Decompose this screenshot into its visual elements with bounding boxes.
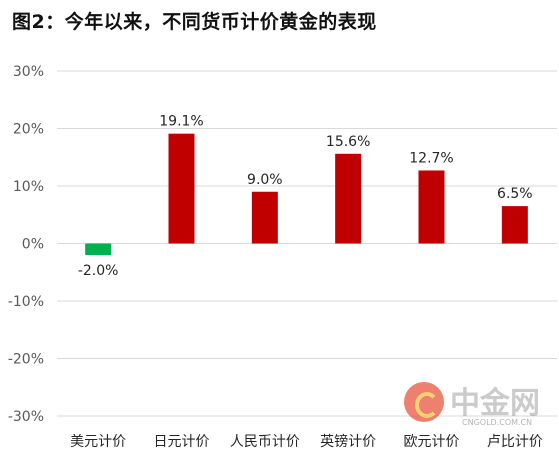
data-label: 12.7%: [409, 150, 453, 166]
x-tick-label: 欧元计价: [404, 434, 460, 450]
data-label: 15.6%: [326, 134, 370, 150]
bar: [418, 170, 445, 244]
y-tick-label: 30%: [13, 64, 44, 80]
y-tick-label: 10%: [13, 179, 44, 195]
chart-title: 图2：今年以来，不同货币计价黄金的表现: [12, 11, 377, 33]
bar: [85, 243, 112, 255]
data-label: 9.0%: [247, 172, 283, 188]
y-tick-label: -30%: [8, 409, 44, 425]
y-tick-label: 0%: [22, 237, 44, 253]
bar: [251, 191, 278, 244]
x-tick-label: 卢比计价: [487, 434, 543, 450]
x-tick-label: 英镑计价: [320, 433, 376, 450]
x-tick-label: 人民币计价: [230, 434, 300, 450]
x-tick-label: 日元计价: [154, 434, 210, 450]
data-label: 19.1%: [159, 114, 203, 130]
bar: [501, 206, 528, 244]
y-tick-label: -20%: [8, 352, 44, 368]
y-tick-label: -10%: [8, 294, 44, 310]
y-tick-label: 20%: [13, 122, 44, 138]
bar: [168, 133, 195, 244]
x-tick-label: 美元计价: [70, 434, 126, 450]
bar: [335, 153, 362, 244]
data-label: 6.5%: [497, 186, 533, 202]
data-label: -2.0%: [78, 263, 119, 279]
